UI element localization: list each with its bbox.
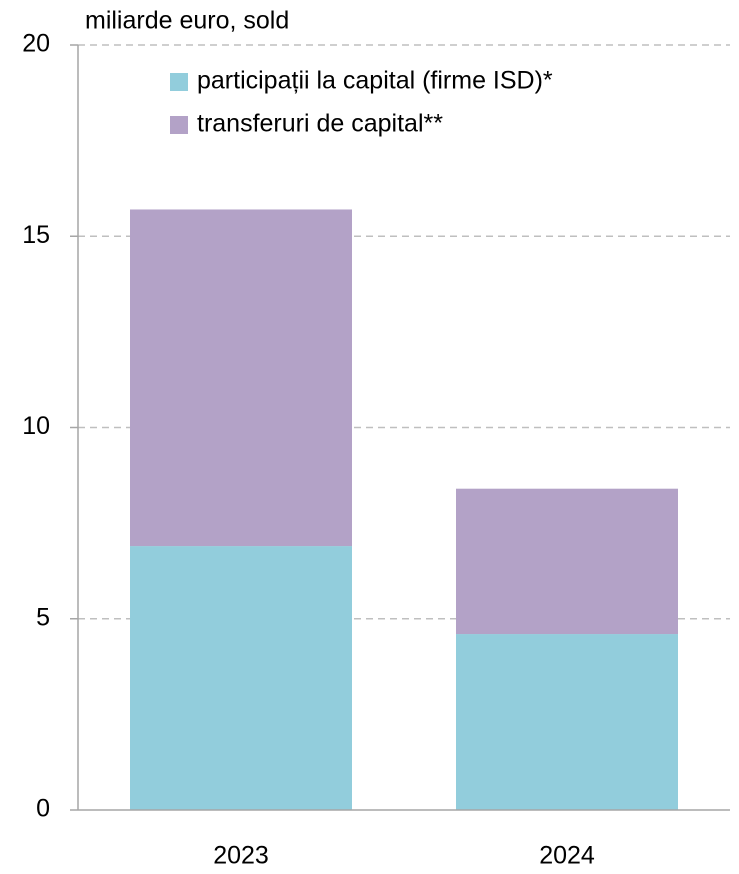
legend-swatch: [170, 73, 188, 91]
y-tick-label: 10: [22, 412, 50, 440]
bar-segment: [456, 488, 678, 635]
y-tick-label: 5: [36, 603, 50, 631]
x-tick-label: 2024: [539, 842, 595, 869]
y-tick-label: 0: [36, 795, 50, 823]
legend-label: participații la capital (firme ISD)*: [197, 67, 553, 95]
y-tick-label: 20: [22, 30, 50, 58]
bar-segment: [130, 546, 352, 810]
legend-swatch: [170, 116, 188, 134]
y-axis-label: miliarde euro, sold: [85, 7, 289, 35]
legend-label: transferuri de capital**: [197, 110, 443, 138]
bar-segment: [456, 634, 678, 810]
bar-segment: [130, 209, 352, 547]
x-tick-label: 2023: [213, 842, 269, 869]
y-tick-label: 15: [22, 221, 50, 249]
